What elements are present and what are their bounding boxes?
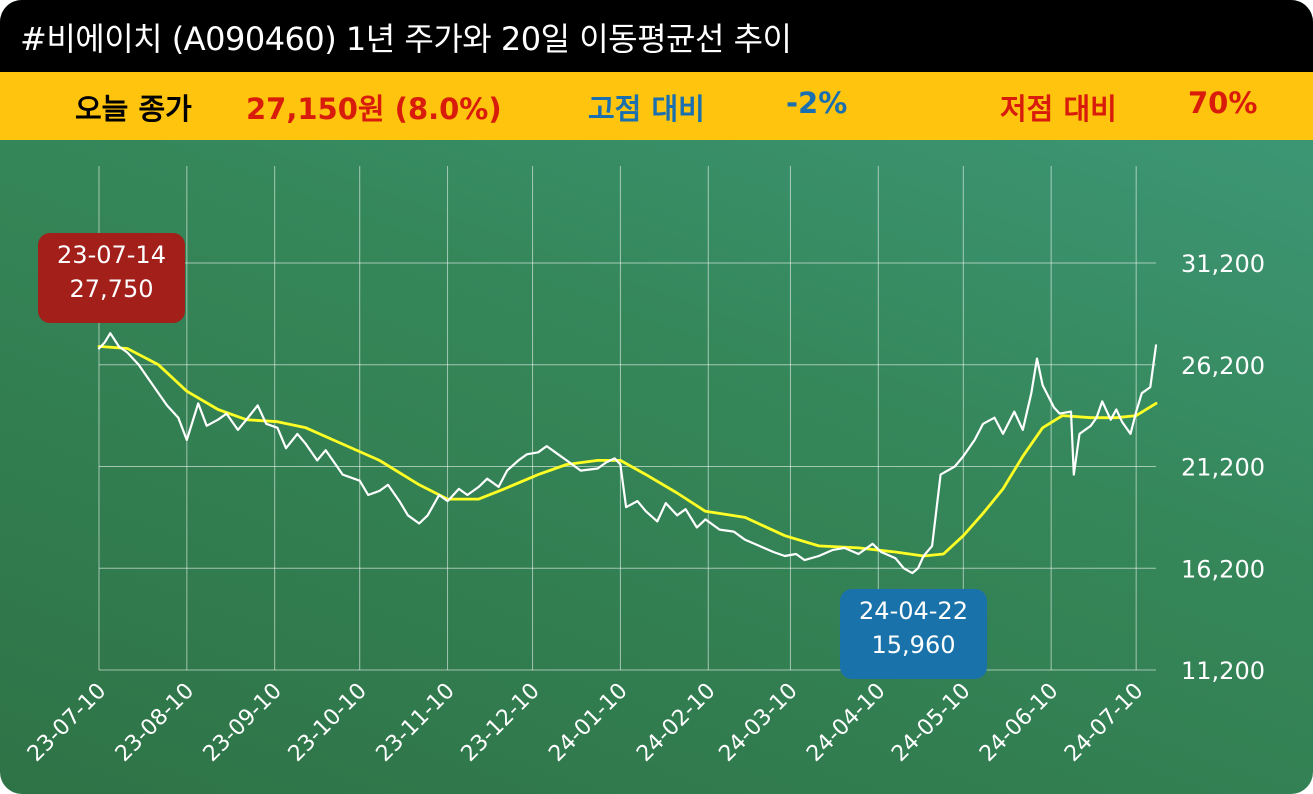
x-tick-label: 23-12-10 — [457, 679, 545, 767]
price-line — [97, 332, 1158, 575]
ma20-line — [97, 344, 1158, 558]
low-callout-price: 15,960 — [871, 631, 956, 659]
y-tick-label: 21,200 — [1181, 454, 1265, 482]
x-tick-label: 24-02-10 — [632, 679, 720, 767]
x-tick-label: 23-10-10 — [284, 679, 372, 767]
low-callout: 24-04-22 15,960 — [840, 589, 987, 679]
low-compare-value: 70% — [1188, 86, 1258, 120]
y-axis-labels: 11,200 16,200 21,200 26,200 31,200 — [1181, 250, 1265, 685]
info-bar: 오늘 종가 27,150원 (8.0%) 고점 대비 -2% 저점 대비 70% — [0, 72, 1313, 140]
high-callout-date: 23-07-14 — [57, 241, 166, 269]
x-tick-label: 24-03-10 — [714, 679, 802, 767]
x-tick-label: 24-04-10 — [802, 679, 890, 767]
low-callout-date: 24-04-22 — [859, 597, 968, 625]
x-tick-label: 23-09-10 — [199, 679, 287, 767]
high-callout: 23-07-14 27,750 — [38, 233, 185, 323]
y-tick-label: 26,200 — [1181, 352, 1265, 380]
low-compare-label: 저점 대비 — [1000, 92, 1117, 126]
x-tick-label: 24-07-10 — [1060, 679, 1148, 767]
x-tick-label: 23-11-10 — [372, 679, 460, 767]
x-tick-label: 23-07-10 — [23, 679, 111, 767]
grid — [98, 166, 1156, 671]
title-bar: #비에이치 (A090460) 1년 주가와 20일 이동평균선 추이 — [0, 0, 1313, 72]
x-tick-label: 24-06-10 — [975, 679, 1063, 767]
x-tick-label: 23-08-10 — [111, 679, 199, 767]
series-lines — [97, 332, 1158, 575]
x-tick-label: 24-01-10 — [544, 679, 632, 767]
high-callout-price: 27,750 — [69, 275, 154, 303]
x-tick-label: 24-05-10 — [887, 679, 975, 767]
close-value: 27,150원 (8.0%) — [246, 92, 502, 126]
y-tick-label: 11,200 — [1181, 657, 1265, 685]
close-label: 오늘 종가 — [75, 92, 192, 126]
y-tick-label: 16,200 — [1181, 555, 1265, 583]
chart-title: #비에이치 (A090460) 1년 주가와 20일 이동평균선 추이 — [20, 20, 792, 58]
y-tick-label: 31,200 — [1181, 250, 1265, 278]
high-compare-value: -2% — [786, 86, 848, 120]
high-compare-label: 고점 대비 — [588, 92, 705, 126]
